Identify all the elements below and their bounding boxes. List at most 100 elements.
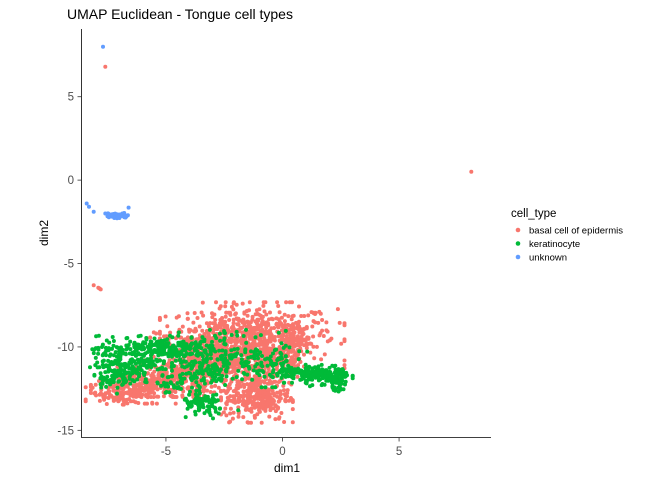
point-basal-cell-of-epidermis [245, 313, 250, 318]
point-basal-cell-of-epidermis [272, 393, 277, 398]
point-keratinocyte [211, 371, 216, 376]
point-keratinocyte [343, 379, 348, 384]
point-keratinocyte [273, 385, 278, 390]
point-basal-cell-of-epidermis [296, 339, 301, 343]
point-basal-cell-of-epidermis [290, 314, 295, 319]
point-basal-cell-of-epidermis [257, 307, 262, 312]
point-keratinocyte [168, 333, 172, 338]
point-basal-cell-of-epidermis [237, 382, 242, 387]
point-unknown [118, 212, 123, 217]
point-unknown [115, 214, 120, 219]
point-keratinocyte [220, 353, 224, 358]
point-basal-cell-of-epidermis [277, 415, 282, 420]
point-basal-cell-of-epidermis [150, 400, 155, 405]
point-basal-cell-of-epidermis [260, 379, 265, 384]
point-keratinocyte [197, 404, 201, 408]
point-basal-cell-of-epidermis [209, 384, 214, 389]
point-keratinocyte [336, 385, 341, 390]
point-basal-cell-of-epidermis [240, 301, 245, 306]
point-keratinocyte [272, 348, 277, 353]
point-basal-cell-of-epidermis [270, 400, 275, 405]
point-basal-cell-of-epidermis [284, 340, 288, 345]
point-keratinocyte [137, 371, 142, 376]
point-keratinocyte [100, 359, 105, 364]
point-basal-cell-of-epidermis [219, 388, 223, 393]
point-keratinocyte [91, 351, 96, 356]
point-keratinocyte [189, 378, 194, 383]
point-basal-cell-of-epidermis [276, 304, 281, 308]
point-keratinocyte [338, 376, 343, 381]
point-basal-cell-of-epidermis [231, 410, 236, 415]
point-basal-cell-of-epidermis [306, 335, 311, 340]
point-basal-cell-of-epidermis [311, 344, 316, 349]
point-keratinocyte [250, 377, 255, 382]
point-keratinocyte [194, 352, 199, 357]
point-keratinocyte [350, 374, 355, 379]
point-basal-cell-of-epidermis [104, 402, 109, 406]
point-keratinocyte [344, 370, 349, 375]
legend-key-unknown [515, 254, 521, 260]
point-keratinocyte [197, 407, 202, 412]
point-basal-cell-of-epidermis [272, 326, 277, 330]
point-keratinocyte [128, 373, 133, 377]
point-keratinocyte [112, 368, 117, 373]
point-basal-cell-of-epidermis [106, 396, 111, 400]
point-basal-cell-of-epidermis [289, 361, 294, 366]
point-basal-cell-of-epidermis [91, 283, 96, 288]
point-keratinocyte [160, 351, 165, 356]
point-basal-cell-of-epidermis [241, 395, 245, 400]
point-basal-cell-of-epidermis [320, 318, 325, 322]
point-keratinocyte [199, 352, 204, 356]
point-basal-cell-of-epidermis [285, 388, 290, 393]
point-unknown [101, 44, 105, 49]
point-keratinocyte [207, 327, 212, 332]
point-keratinocyte [116, 379, 121, 384]
point-basal-cell-of-epidermis [316, 320, 321, 325]
point-keratinocyte [318, 377, 323, 382]
point-basal-cell-of-epidermis [267, 381, 272, 386]
point-keratinocyte [215, 357, 220, 362]
point-keratinocyte [251, 368, 256, 373]
point-basal-cell-of-epidermis [306, 313, 311, 318]
point-basal-cell-of-epidermis [205, 388, 209, 393]
point-keratinocyte [216, 411, 221, 416]
point-basal-cell-of-epidermis [206, 324, 211, 329]
point-basal-cell-of-epidermis [268, 349, 273, 354]
point-basal-cell-of-epidermis [127, 397, 131, 402]
point-keratinocyte [175, 381, 180, 386]
point-basal-cell-of-epidermis [97, 398, 102, 403]
point-basal-cell-of-epidermis [278, 391, 283, 396]
point-basal-cell-of-epidermis [268, 328, 273, 333]
point-basal-cell-of-epidermis [302, 343, 306, 348]
point-keratinocyte [239, 353, 244, 358]
point-keratinocyte [179, 386, 183, 391]
point-keratinocyte [320, 382, 325, 386]
point-keratinocyte [220, 348, 225, 353]
point-keratinocyte [200, 371, 205, 376]
point-basal-cell-of-epidermis [283, 399, 288, 404]
point-keratinocyte [246, 364, 251, 369]
point-basal-cell-of-epidermis [236, 414, 241, 419]
point-keratinocyte [214, 336, 219, 341]
point-keratinocyte [243, 347, 248, 352]
point-basal-cell-of-epidermis [88, 391, 93, 395]
point-keratinocyte [202, 358, 207, 363]
point-keratinocyte [259, 363, 264, 368]
point-basal-cell-of-epidermis [324, 320, 329, 325]
point-basal-cell-of-epidermis [279, 315, 284, 320]
point-basal-cell-of-epidermis [252, 415, 257, 420]
point-basal-cell-of-epidermis [314, 344, 319, 349]
point-basal-cell-of-epidermis [163, 314, 168, 319]
point-basal-cell-of-epidermis [176, 314, 181, 319]
y-axis-title: dim2 [37, 220, 51, 246]
point-basal-cell-of-epidermis [125, 384, 130, 389]
point-keratinocyte [176, 343, 181, 348]
point-basal-cell-of-epidermis [261, 399, 266, 404]
point-keratinocyte [252, 350, 256, 355]
point-keratinocyte [244, 340, 249, 345]
point-keratinocyte [275, 371, 279, 376]
point-basal-cell-of-epidermis [258, 347, 263, 352]
point-keratinocyte [287, 345, 292, 350]
point-keratinocyte [103, 345, 108, 350]
point-basal-cell-of-epidermis [289, 397, 294, 402]
